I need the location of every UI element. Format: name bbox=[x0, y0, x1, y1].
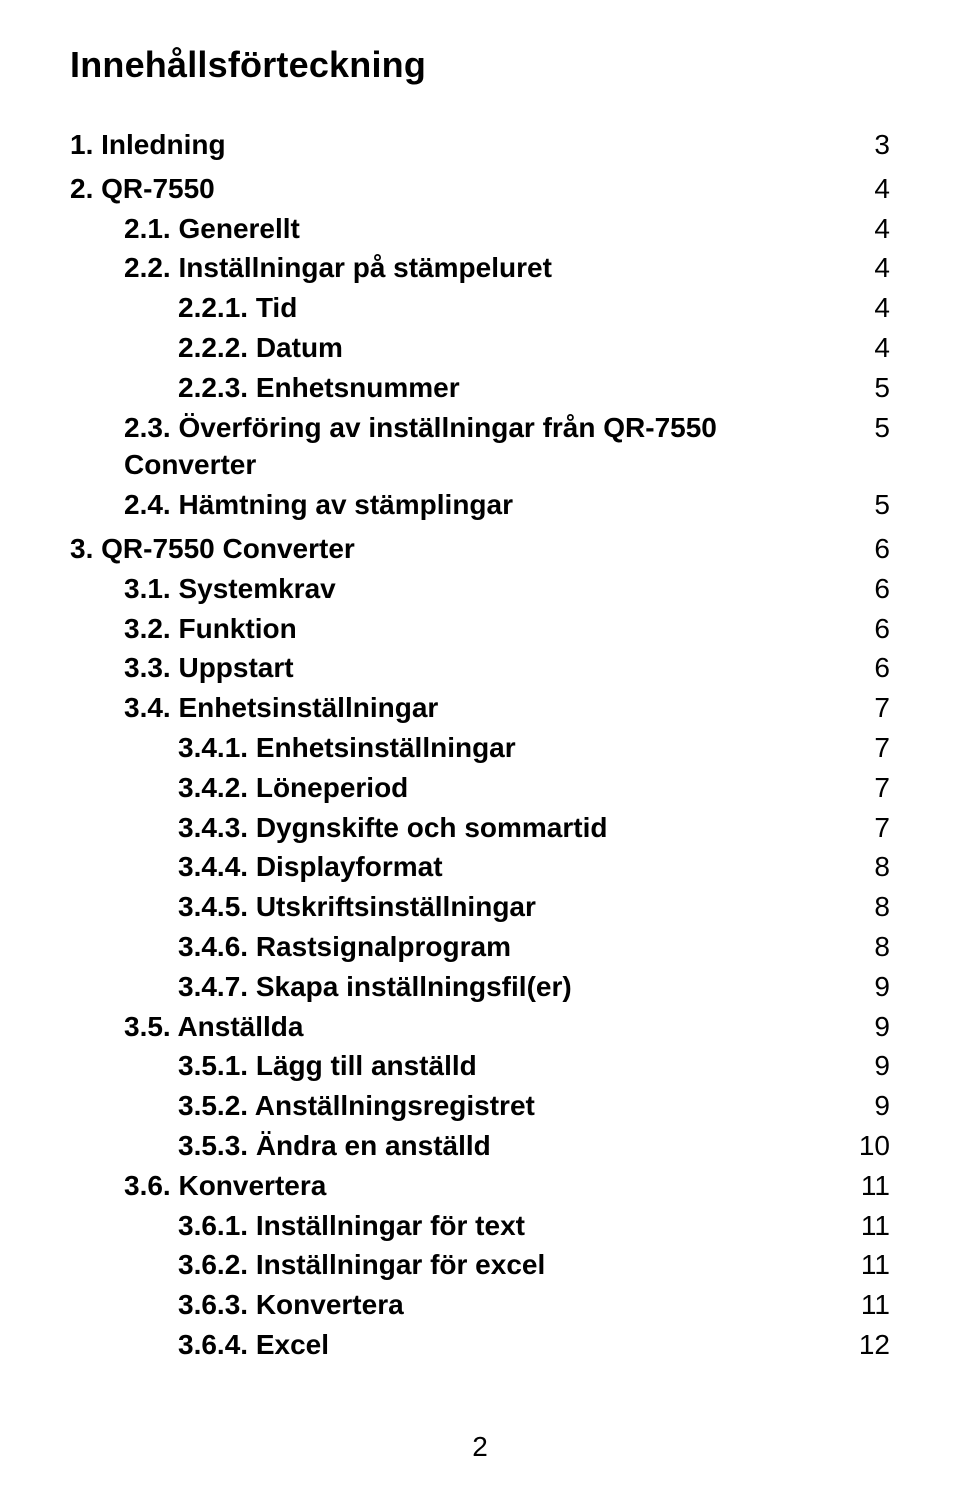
toc-entry-label: 3.6.2. Inställningar för excel bbox=[178, 1246, 850, 1284]
toc-entry-page: 8 bbox=[850, 888, 890, 926]
toc-entry-page: 9 bbox=[850, 1008, 890, 1046]
toc-entry: 3.6. Konvertera11 bbox=[70, 1167, 890, 1205]
toc-entry-label: 3. QR-7550 Converter bbox=[70, 530, 850, 568]
toc-entry: 2.2.2. Datum4 bbox=[70, 329, 890, 367]
toc-entry-page: 11 bbox=[850, 1286, 890, 1324]
toc-entry-page: 12 bbox=[850, 1326, 890, 1364]
toc-entry-label: 3.2. Funktion bbox=[124, 610, 850, 648]
toc-entry-label: 3.4.7. Skapa inställningsfil(er) bbox=[178, 968, 850, 1006]
toc-entry: 2.2.1. Tid4 bbox=[70, 289, 890, 327]
page-number-footer: 2 bbox=[0, 1431, 960, 1463]
toc-entry-page: 11 bbox=[850, 1207, 890, 1245]
toc-entry-page: 9 bbox=[850, 968, 890, 1006]
toc-entry-label: 2.2.3. Enhetsnummer bbox=[178, 369, 850, 407]
toc-entry-label: 3.6.1. Inställningar för text bbox=[178, 1207, 850, 1245]
toc-entry-page: 4 bbox=[850, 289, 890, 327]
toc-entry: 3.4.2. Löneperiod7 bbox=[70, 769, 890, 807]
toc-entry-label: 2.3. Överföring av inställningar från QR… bbox=[124, 409, 850, 485]
toc-entry-page: 4 bbox=[850, 329, 890, 367]
toc-entry-page: 7 bbox=[850, 809, 890, 847]
toc-entry: 2.4. Hämtning av stämplingar5 bbox=[70, 486, 890, 524]
toc-entry-page: 5 bbox=[850, 409, 890, 447]
toc-entry: 3.2. Funktion6 bbox=[70, 610, 890, 648]
toc-entry: 3.4.6. Rastsignalprogram8 bbox=[70, 928, 890, 966]
toc-entry: 1. Inledning3 bbox=[70, 126, 890, 164]
toc-entry: 3.6.2. Inställningar för excel11 bbox=[70, 1246, 890, 1284]
toc-entry-label: 3.6.4. Excel bbox=[178, 1326, 850, 1364]
toc-entry-label: 2.2.1. Tid bbox=[178, 289, 850, 327]
toc-entry: 3.4.5. Utskriftsinställningar8 bbox=[70, 888, 890, 926]
toc-entry-page: 8 bbox=[850, 848, 890, 886]
toc-entry: 3.5. Anställda9 bbox=[70, 1008, 890, 1046]
toc-entry-label: 3.4. Enhetsinställningar bbox=[124, 689, 850, 727]
toc-entry-label: 3.5.2. Anställningsregistret bbox=[178, 1087, 850, 1125]
toc-entry: 3.5.1. Lägg till anställd9 bbox=[70, 1047, 890, 1085]
toc-entry-label: 3.5.3. Ändra en anställd bbox=[178, 1127, 850, 1165]
toc-entry: 3.5.3. Ändra en anställd10 bbox=[70, 1127, 890, 1165]
toc-entry: 3.4.1. Enhetsinställningar7 bbox=[70, 729, 890, 767]
toc-entry-label: 1. Inledning bbox=[70, 126, 850, 164]
toc-entry-label: 2.2. Inställningar på stämpeluret bbox=[124, 249, 850, 287]
toc-entry: 2.2.3. Enhetsnummer5 bbox=[70, 369, 890, 407]
toc-entry-page: 6 bbox=[850, 530, 890, 568]
page: Innehållsförteckning 1. Inledning32. QR-… bbox=[0, 0, 960, 1497]
toc-entry: 3. QR-7550 Converter6 bbox=[70, 530, 890, 568]
toc-entry-label: 3.4.5. Utskriftsinställningar bbox=[178, 888, 850, 926]
toc-entry: 3.4.3. Dygnskifte och sommartid7 bbox=[70, 809, 890, 847]
toc-entry-page: 5 bbox=[850, 369, 890, 407]
toc-entry-label: 3.4.1. Enhetsinställningar bbox=[178, 729, 850, 767]
toc-entry: 3.4. Enhetsinställningar7 bbox=[70, 689, 890, 727]
toc-entry-label: 3.4.4. Displayformat bbox=[178, 848, 850, 886]
toc-entry-label: 3.5.1. Lägg till anställd bbox=[178, 1047, 850, 1085]
toc-entry: 3.1. Systemkrav6 bbox=[70, 570, 890, 608]
toc-entry-page: 6 bbox=[850, 610, 890, 648]
toc-entry-page: 9 bbox=[850, 1047, 890, 1085]
toc-entry-page: 3 bbox=[850, 126, 890, 164]
toc-entry-page: 11 bbox=[850, 1167, 890, 1205]
toc-entry-page: 6 bbox=[850, 649, 890, 687]
toc-entry: 2.3. Överföring av inställningar från QR… bbox=[70, 409, 890, 485]
toc-entry-page: 4 bbox=[850, 249, 890, 287]
toc-entry-page: 8 bbox=[850, 928, 890, 966]
toc-entry-page: 11 bbox=[850, 1246, 890, 1284]
toc-entry: 3.4.7. Skapa inställningsfil(er)9 bbox=[70, 968, 890, 1006]
toc-entry-page: 5 bbox=[850, 486, 890, 524]
toc-entry-label: 3.3. Uppstart bbox=[124, 649, 850, 687]
toc-entry: 3.3. Uppstart6 bbox=[70, 649, 890, 687]
toc-entry-page: 9 bbox=[850, 1087, 890, 1125]
toc-entry-label: 3.4.3. Dygnskifte och sommartid bbox=[178, 809, 850, 847]
toc-entry: 2.2. Inställningar på stämpeluret4 bbox=[70, 249, 890, 287]
toc-list: 1. Inledning32. QR-755042.1. Generellt42… bbox=[70, 126, 890, 1364]
toc-entry: 2.1. Generellt4 bbox=[70, 210, 890, 248]
toc-entry-page: 4 bbox=[850, 210, 890, 248]
toc-entry-page: 7 bbox=[850, 689, 890, 727]
toc-entry-label: 3.4.2. Löneperiod bbox=[178, 769, 850, 807]
toc-entry-page: 7 bbox=[850, 769, 890, 807]
page-title: Innehållsförteckning bbox=[70, 44, 890, 86]
toc-entry-label: 3.6. Konvertera bbox=[124, 1167, 850, 1205]
toc-entry-page: 7 bbox=[850, 729, 890, 767]
toc-entry: 3.6.3. Konvertera11 bbox=[70, 1286, 890, 1324]
toc-entry: 3.5.2. Anställningsregistret9 bbox=[70, 1087, 890, 1125]
toc-entry-label: 3.6.3. Konvertera bbox=[178, 1286, 850, 1324]
toc-entry: 3.4.4. Displayformat8 bbox=[70, 848, 890, 886]
toc-entry-label: 2.2.2. Datum bbox=[178, 329, 850, 367]
toc-entry-page: 6 bbox=[850, 570, 890, 608]
toc-entry-label: 2.1. Generellt bbox=[124, 210, 850, 248]
toc-entry-label: 3.4.6. Rastsignalprogram bbox=[178, 928, 850, 966]
toc-entry-label: 2.4. Hämtning av stämplingar bbox=[124, 486, 850, 524]
toc-entry-label: 3.5. Anställda bbox=[124, 1008, 850, 1046]
toc-entry: 3.6.4. Excel12 bbox=[70, 1326, 890, 1364]
toc-entry: 2. QR-75504 bbox=[70, 170, 890, 208]
toc-entry-label: 2. QR-7550 bbox=[70, 170, 850, 208]
toc-entry: 3.6.1. Inställningar för text11 bbox=[70, 1207, 890, 1245]
toc-entry-page: 10 bbox=[850, 1127, 890, 1165]
toc-entry-label: 3.1. Systemkrav bbox=[124, 570, 850, 608]
toc-entry-page: 4 bbox=[850, 170, 890, 208]
